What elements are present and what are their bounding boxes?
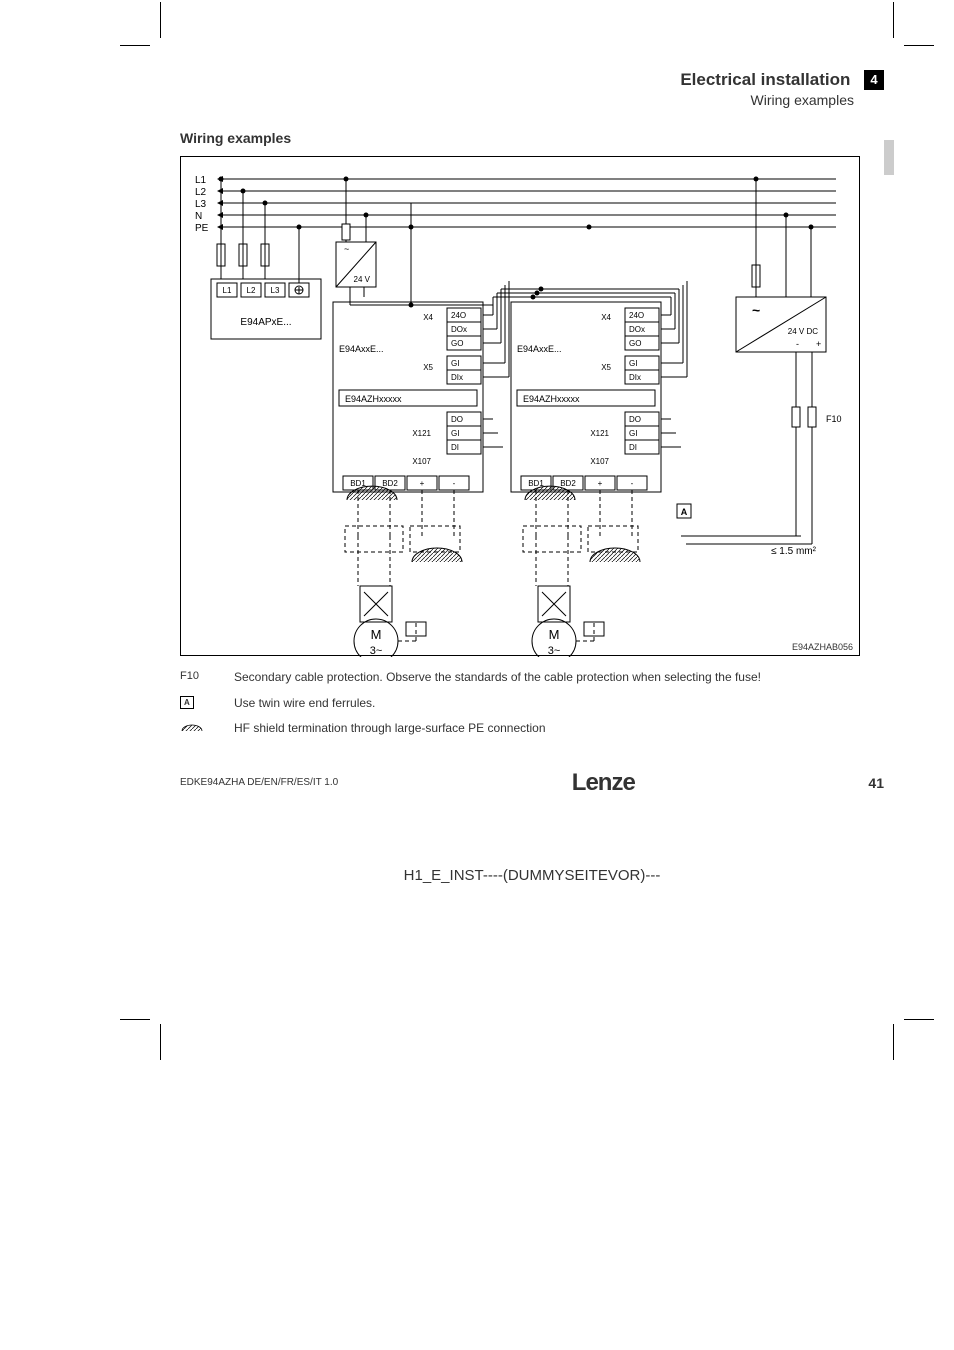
crop-mark <box>904 1019 934 1020</box>
svg-text:L3: L3 <box>271 286 280 295</box>
svg-text:≤ 1.5 mm²: ≤ 1.5 mm² <box>771 546 817 557</box>
svg-text:X4: X4 <box>423 313 433 322</box>
legend-key <box>180 721 234 736</box>
legend-desc: Secondary cable protection. Observe the … <box>234 670 761 686</box>
legend: F10Secondary cable protection. Observe t… <box>180 670 884 737</box>
svg-text:GI: GI <box>629 429 637 438</box>
svg-text:~: ~ <box>752 302 760 318</box>
svg-text:DIx: DIx <box>629 373 641 382</box>
svg-text:24O: 24O <box>629 311 644 320</box>
diagram-id: E94AZHAB056 <box>792 642 853 652</box>
svg-text:~: ~ <box>344 244 349 254</box>
svg-text:DO: DO <box>451 415 463 424</box>
svg-text:DI: DI <box>451 443 459 452</box>
svg-text:X107: X107 <box>412 457 431 466</box>
legend-row: AUse twin wire end ferrules. <box>180 696 884 712</box>
svg-text:GI: GI <box>451 359 459 368</box>
svg-text:3~: 3~ <box>548 645 561 657</box>
dummy-marker: H1_E_INST----(DUMMYSEITEVOR)--- <box>180 867 884 884</box>
page-footer: EDKE94AZHA DE/EN/FR/ES/IT 1.0 Lenze 41 <box>180 765 884 797</box>
crop-mark <box>120 1019 150 1020</box>
svg-text:+: + <box>816 339 821 349</box>
svg-text:X121: X121 <box>412 429 431 438</box>
svg-text:A: A <box>681 507 688 517</box>
svg-text:+: + <box>420 479 425 488</box>
chapter-badge: 4 <box>864 70 884 90</box>
svg-text:BD2: BD2 <box>382 479 398 488</box>
svg-text:PE: PE <box>195 223 209 234</box>
footer-page: 41 <box>868 775 884 791</box>
section-title: Wiring examples <box>180 130 884 146</box>
legend-key: A <box>180 696 234 709</box>
svg-text:L2: L2 <box>247 286 256 295</box>
svg-text:M: M <box>549 627 560 642</box>
footer-logo: Lenze <box>572 769 635 797</box>
svg-text:GO: GO <box>451 339 463 348</box>
svg-text:3~: 3~ <box>370 645 383 657</box>
legend-desc: Use twin wire end ferrules. <box>234 696 375 712</box>
svg-text:X5: X5 <box>601 363 611 372</box>
svg-text:-: - <box>796 339 799 349</box>
svg-text:L2: L2 <box>195 187 207 198</box>
crop-mark <box>893 1024 894 1060</box>
svg-text:X107: X107 <box>590 457 609 466</box>
svg-text:24 V DC: 24 V DC <box>788 327 818 336</box>
svg-text:GI: GI <box>629 359 637 368</box>
svg-text:DI: DI <box>629 443 637 452</box>
header-subtitle: Wiring examples <box>180 92 854 108</box>
svg-text:E94AZHxxxxx: E94AZHxxxxx <box>345 394 402 404</box>
svg-text:F10: F10 <box>826 414 842 424</box>
svg-text:M: M <box>371 627 382 642</box>
svg-text:X121: X121 <box>590 429 609 438</box>
svg-text:-: - <box>631 479 634 488</box>
header-title: Electrical installation <box>680 70 850 90</box>
crop-mark <box>160 1024 161 1060</box>
svg-text:BD2: BD2 <box>560 479 576 488</box>
svg-text:DO: DO <box>629 415 641 424</box>
wiring-diagram: L1L2L3NPEL1L2L3E94APxE...24 V~E94AxxE...… <box>180 156 860 656</box>
svg-text:GI: GI <box>451 429 459 438</box>
svg-text:E94AxxE...: E94AxxE... <box>517 344 562 354</box>
legend-desc: HF shield termination through large-surf… <box>234 721 546 737</box>
page-header: Electrical installation 4 Wiring example… <box>180 70 884 108</box>
side-tab <box>884 140 894 175</box>
svg-text:N: N <box>195 211 202 222</box>
svg-text:X5: X5 <box>423 363 433 372</box>
page-content: Electrical installation 4 Wiring example… <box>0 0 954 914</box>
legend-row: F10Secondary cable protection. Observe t… <box>180 670 884 686</box>
svg-text:E94AZHxxxxx: E94AZHxxxxx <box>523 394 580 404</box>
legend-row: HF shield termination through large-surf… <box>180 721 884 737</box>
svg-text:DOx: DOx <box>451 325 467 334</box>
legend-key: F10 <box>180 670 234 682</box>
svg-text:24 V: 24 V <box>354 275 371 284</box>
svg-text:L3: L3 <box>195 199 207 210</box>
svg-text:24O: 24O <box>451 311 466 320</box>
svg-text:DOx: DOx <box>629 325 645 334</box>
footer-docid: EDKE94AZHA DE/EN/FR/ES/IT 1.0 <box>180 777 338 788</box>
svg-text:E94APxE...: E94APxE... <box>240 317 291 328</box>
svg-text:L1: L1 <box>195 175 207 186</box>
svg-text:-: - <box>453 479 456 488</box>
svg-text:L1: L1 <box>223 286 232 295</box>
svg-text:DIx: DIx <box>451 373 463 382</box>
svg-text:GO: GO <box>629 339 641 348</box>
svg-text:E94AxxE...: E94AxxE... <box>339 344 384 354</box>
svg-text:X4: X4 <box>601 313 611 322</box>
wiring-svg: L1L2L3NPEL1L2L3E94APxE...24 V~E94AxxE...… <box>181 157 861 657</box>
svg-text:+: + <box>598 479 603 488</box>
